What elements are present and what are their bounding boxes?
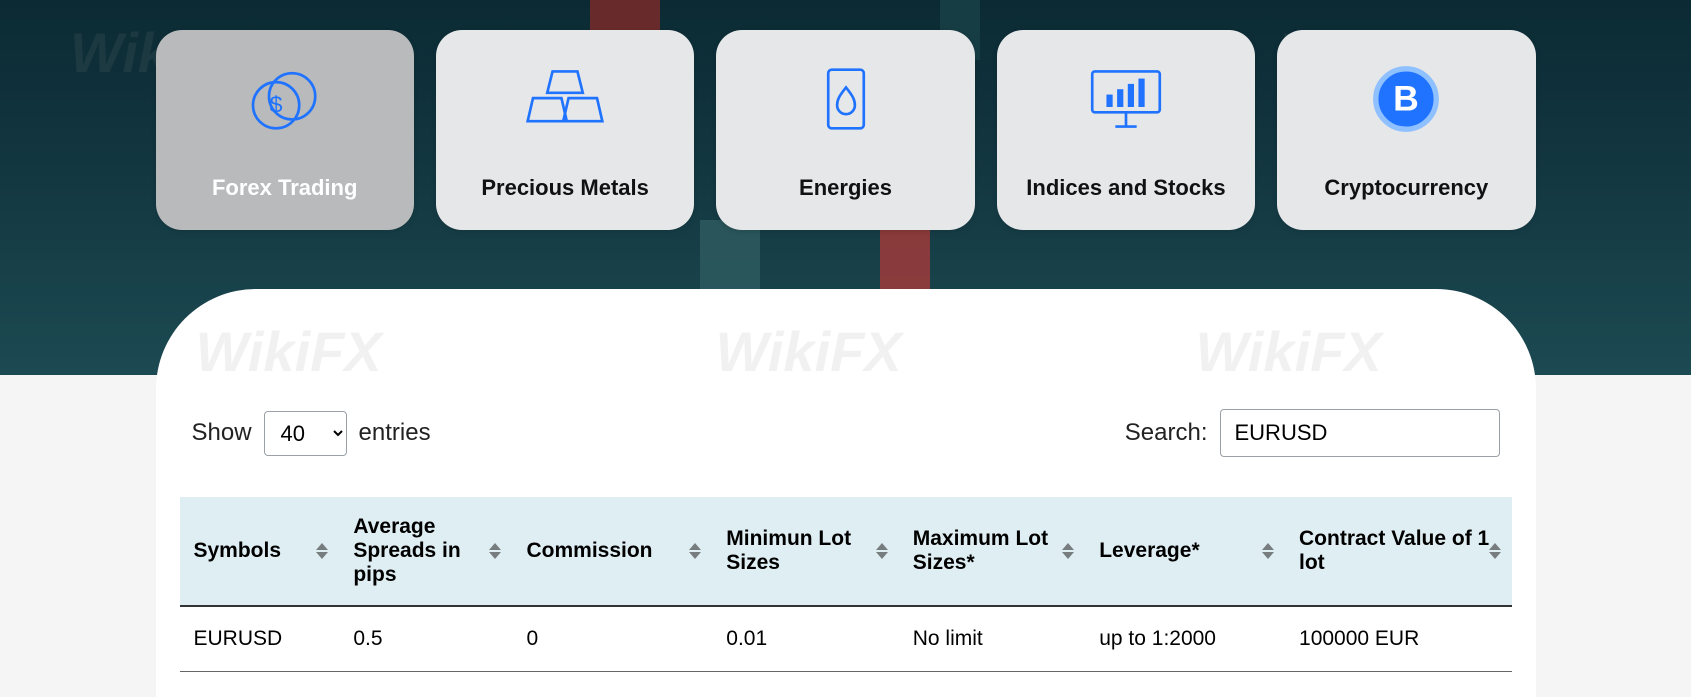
column-header-label: Average Spreads in pips [353,515,460,586]
svg-text:B: B [1393,79,1419,119]
sort-icon[interactable] [1488,539,1502,563]
tab-label: Cryptocurrency [1324,175,1488,201]
entries-label: entries [359,419,431,447]
svg-text:$: $ [269,91,282,117]
sort-icon[interactable] [1061,539,1075,563]
table-cell: 0.5 [339,606,512,672]
tab-label: Energies [799,175,892,201]
column-header-label: Contract Value of 1 lot [1299,527,1489,574]
tab-precious-metals[interactable]: Precious Metals [436,30,694,230]
instruments-table: Symbols Average Spreads in pips Commission… [180,497,1512,672]
column-header[interactable]: Leverage* [1085,497,1285,606]
tab-forex-trading[interactable]: $ Forex Trading [156,30,414,230]
column-header[interactable]: Symbols [180,497,340,606]
tab-indices-stocks[interactable]: Indices and Stocks [997,30,1255,230]
tab-label: Indices and Stocks [1026,175,1225,201]
column-header[interactable]: Minimun Lot Sizes [712,497,898,606]
category-tabs: $ Forex Trading Precious Metals [156,30,1536,230]
sort-icon[interactable] [315,539,329,563]
tab-cryptocurrency[interactable]: B Cryptocurrency [1277,30,1535,230]
column-header[interactable]: Maximum Lot Sizes* [899,497,1085,606]
sort-icon[interactable] [875,539,889,563]
table-cell: up to 1:2000 [1085,606,1285,672]
table-row: EURUSD0.500.01No limitup to 1:2000100000… [180,606,1512,672]
column-header-label: Leverage* [1099,539,1199,562]
sort-icon[interactable] [1261,539,1275,563]
sort-icon[interactable] [488,539,502,563]
table-cell: No limit [899,606,1085,672]
column-header-label: Minimun Lot Sizes [726,527,851,574]
tab-label: Precious Metals [481,175,649,201]
table-cell: 100000 EUR [1285,606,1511,672]
bitcoin-icon: B [1361,59,1451,139]
table-cell: 0.01 [712,606,898,672]
data-panel: WikiFX WikiFX WikiFX Show 10254050100 en… [156,289,1536,697]
column-header[interactable]: Average Spreads in pips [339,497,512,606]
search-input[interactable] [1220,409,1500,457]
entries-select[interactable]: 10254050100 [264,411,347,456]
tab-energies[interactable]: Energies [716,30,974,230]
table-cell: EURUSD [180,606,340,672]
oil-barrel-icon [801,59,891,139]
tab-label: Forex Trading [212,175,357,201]
column-header-label: Symbols [194,539,282,562]
show-label: Show [192,419,252,447]
monitor-chart-icon [1081,59,1171,139]
watermark: WikiFX [196,319,382,384]
sort-icon[interactable] [688,539,702,563]
search-label: Search: [1125,419,1208,447]
column-header-label: Commission [526,539,652,562]
column-header[interactable]: Contract Value of 1 lot [1285,497,1511,606]
forex-icon: $ [240,59,330,139]
watermark: WikiFX [716,319,902,384]
column-header[interactable]: Commission [512,497,712,606]
gold-bars-icon [520,59,610,139]
watermark: WikiFX [1196,319,1382,384]
column-header-label: Maximum Lot Sizes* [913,527,1048,574]
table-cell: 0 [512,606,712,672]
